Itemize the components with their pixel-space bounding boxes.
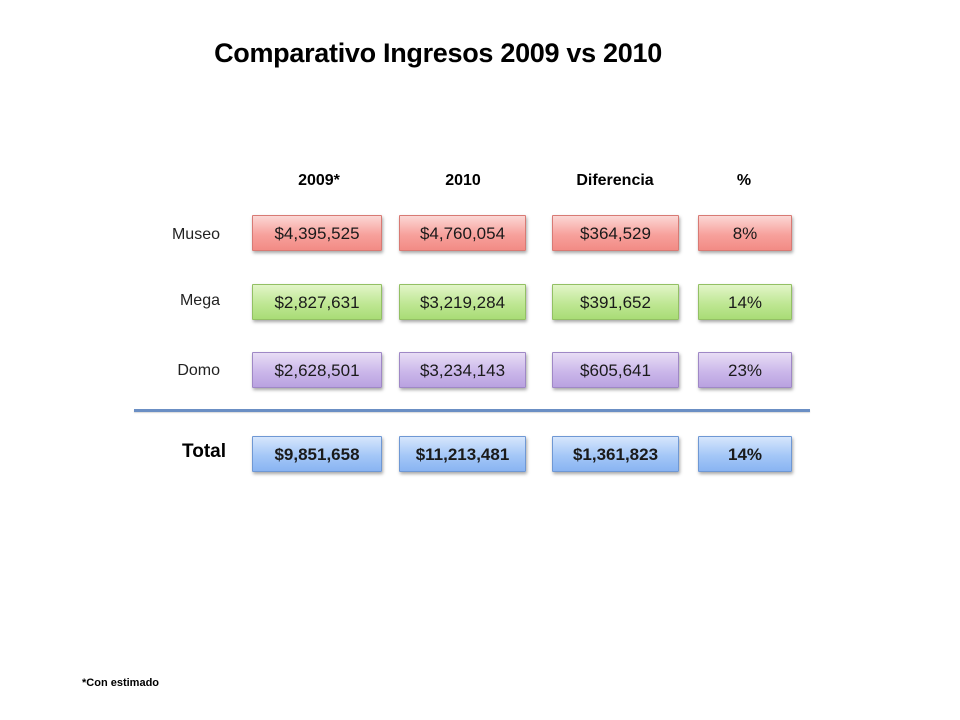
cell-museo-diferencia: $364,529 — [552, 215, 679, 251]
column-header-diferencia: Diferencia — [576, 172, 654, 189]
cell-total-percent: 14% — [698, 436, 792, 472]
cell-total-2009: $9,851,658 — [252, 436, 382, 472]
column-header-percent: % — [736, 172, 752, 189]
page-title: Comparativo Ingresos 2009 vs 2010 — [214, 38, 662, 68]
cell-mega-2009: $2,827,631 — [252, 284, 382, 320]
row-label-museo: Museo — [171, 226, 220, 243]
cell-mega-percent: 14% — [698, 284, 792, 320]
row-label-domo: Domo — [177, 362, 220, 379]
cell-total-2010: $11,213,481 — [399, 436, 526, 472]
row-label-mega: Mega — [179, 292, 220, 309]
column-header-2009: 2009* — [298, 172, 340, 189]
cell-mega-2010: $3,219,284 — [399, 284, 526, 320]
cell-museo-2009: $4,395,525 — [252, 215, 382, 251]
cell-museo-percent: 8% — [698, 215, 792, 251]
row-label-total: Total — [182, 441, 226, 462]
cell-domo-diferencia: $605,641 — [552, 352, 679, 388]
cell-domo-percent: 23% — [698, 352, 792, 388]
total-divider — [134, 409, 810, 412]
cell-domo-2010: $3,234,143 — [399, 352, 526, 388]
cell-domo-2009: $2,628,501 — [252, 352, 382, 388]
footnote: *Con estimado — [82, 677, 160, 689]
cell-mega-diferencia: $391,652 — [552, 284, 679, 320]
cell-museo-2010: $4,760,054 — [399, 215, 526, 251]
cell-total-diferencia: $1,361,823 — [552, 436, 679, 472]
column-header-2010: 2010 — [445, 172, 481, 189]
